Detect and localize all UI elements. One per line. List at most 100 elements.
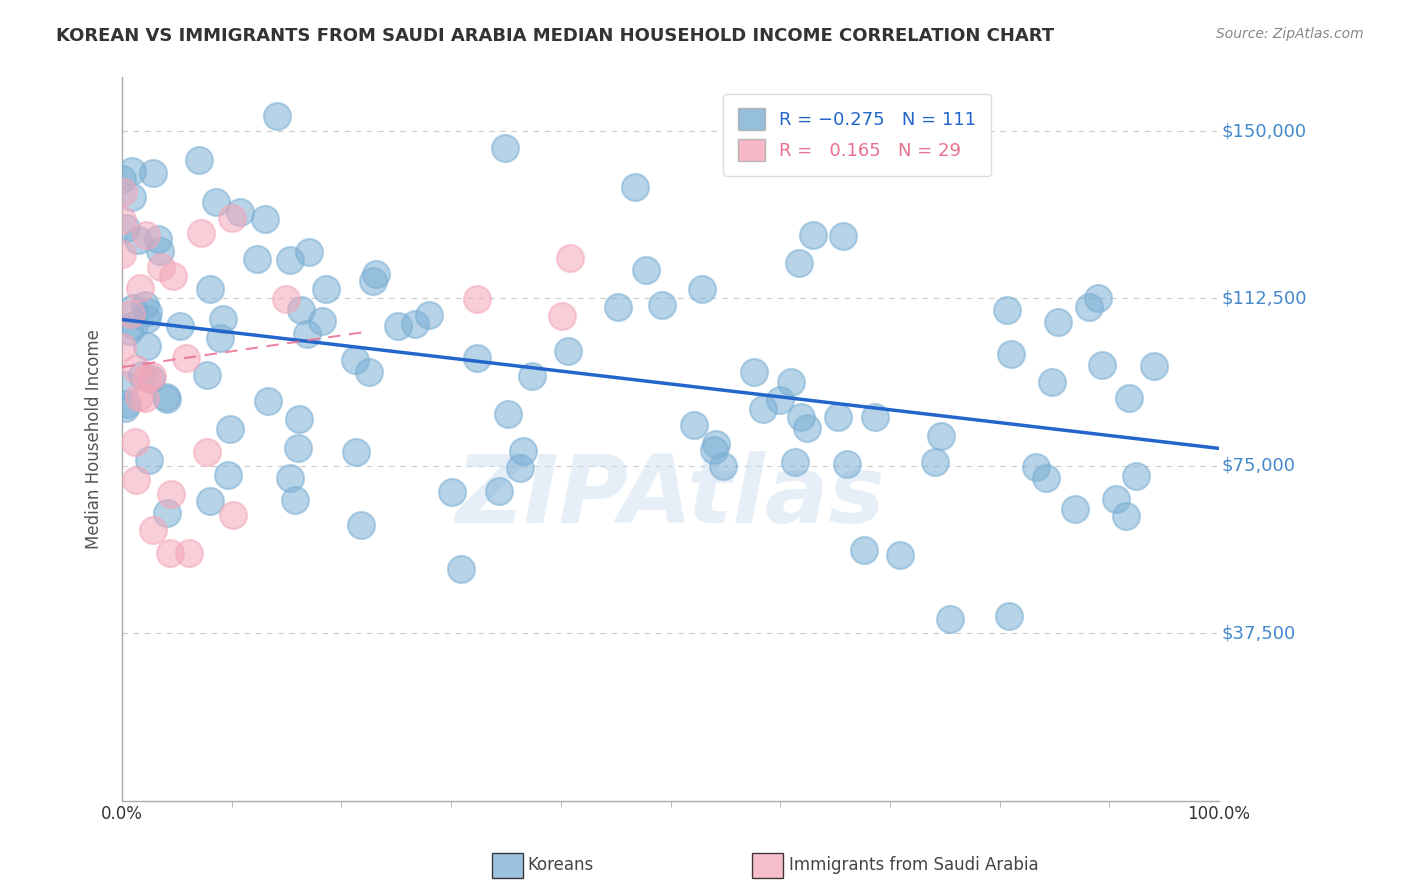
Point [1118, 391, 1140, 405]
Point [159, 546, 181, 560]
Point [246, 252, 269, 267]
Point [783, 455, 806, 469]
Text: $75,000: $75,000 [1222, 457, 1295, 475]
Text: $37,500: $37,500 [1222, 624, 1295, 642]
Text: Koreans: Koreans [527, 856, 593, 874]
Point [134, 298, 156, 312]
Point [359, 365, 381, 379]
Point [155, 390, 177, 404]
Point [924, 455, 946, 469]
Point [146, 232, 169, 246]
Point [711, 458, 734, 473]
Point [1091, 358, 1114, 372]
Point [169, 319, 191, 334]
Point [141, 372, 163, 386]
Text: ZIPAtlas: ZIPAtlas [456, 450, 886, 543]
Point [520, 368, 543, 383]
Legend: R = −0.275   N = 111, R =   0.165   N = 29: R = −0.275 N = 111, R = 0.165 N = 29 [723, 94, 991, 176]
Point [889, 548, 911, 562]
Point [863, 409, 886, 424]
Point [208, 331, 231, 345]
Text: $150,000: $150,000 [1222, 122, 1306, 140]
Point [115, 220, 138, 235]
Point [122, 318, 145, 333]
Point [125, 361, 148, 376]
Point [127, 233, 149, 247]
Point [634, 263, 657, 277]
Point [690, 282, 713, 296]
Point [465, 351, 488, 365]
Point [1115, 509, 1137, 524]
Point [149, 260, 172, 274]
Point [111, 171, 134, 186]
Point [253, 211, 276, 226]
Point [195, 445, 218, 459]
Point [221, 211, 243, 225]
Point [939, 612, 962, 626]
Point [136, 305, 159, 319]
Point [624, 180, 647, 194]
Point [494, 141, 516, 155]
Point [134, 391, 156, 405]
Point [138, 453, 160, 467]
Point [114, 401, 136, 415]
Point [1025, 460, 1047, 475]
Point [149, 244, 172, 258]
Point [278, 471, 301, 485]
Point [274, 292, 297, 306]
Point [111, 212, 134, 227]
Point [366, 267, 388, 281]
Point [607, 300, 630, 314]
Point [198, 282, 221, 296]
Point [1143, 359, 1166, 374]
Point [683, 417, 706, 432]
Point [156, 506, 179, 520]
Point [796, 421, 818, 435]
Point [832, 229, 855, 244]
Point [769, 392, 792, 407]
Point [222, 508, 245, 522]
Point [787, 256, 810, 270]
Point [257, 394, 280, 409]
Point [111, 340, 134, 354]
Point [297, 244, 319, 259]
Point [266, 109, 288, 123]
Point [995, 303, 1018, 318]
Point [190, 226, 212, 240]
Point [156, 392, 179, 406]
Point [704, 437, 727, 451]
Point [287, 412, 309, 426]
Point [1040, 375, 1063, 389]
Point [142, 165, 165, 179]
Point [112, 186, 135, 200]
Point [117, 324, 139, 338]
Point [287, 441, 309, 455]
Point [1000, 347, 1022, 361]
Point [488, 484, 510, 499]
Point [344, 445, 367, 459]
Point [187, 153, 209, 168]
Point [162, 268, 184, 283]
Point [135, 311, 157, 326]
Point [198, 494, 221, 508]
Point [418, 308, 440, 322]
Point [114, 377, 136, 392]
Point [128, 280, 150, 294]
Point [752, 401, 775, 416]
Point [311, 314, 333, 328]
Text: Immigrants from Saudi Arabia: Immigrants from Saudi Arabia [789, 856, 1039, 874]
Point [837, 457, 859, 471]
Point [651, 298, 673, 312]
Point [280, 252, 302, 267]
Point [124, 434, 146, 449]
Point [496, 407, 519, 421]
Point [803, 228, 825, 243]
Point [121, 164, 143, 178]
Point [441, 485, 464, 500]
Point [195, 368, 218, 383]
Point [450, 562, 472, 576]
Point [350, 518, 373, 533]
Point [212, 311, 235, 326]
Point [827, 409, 849, 424]
Text: Source: ZipAtlas.com: Source: ZipAtlas.com [1216, 27, 1364, 41]
